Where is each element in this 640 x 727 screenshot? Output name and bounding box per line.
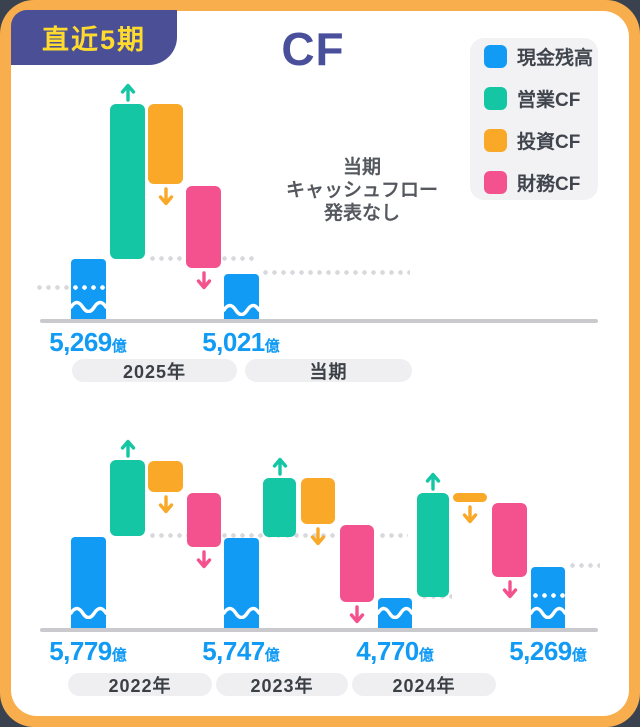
cash-value-number: 5,269 xyxy=(509,636,572,666)
cash-value-number: 5,747 xyxy=(202,636,265,666)
bar-break-wave-icon xyxy=(376,605,414,624)
financing-swatch-icon xyxy=(484,170,507,194)
bar-financing-2023 xyxy=(340,525,374,602)
dotted-level-line xyxy=(261,270,410,275)
cash-swatch-icon xyxy=(484,44,507,68)
down-arrow-icon xyxy=(196,271,212,295)
up-arrow-icon xyxy=(120,439,136,463)
legend-label: 財務CF xyxy=(517,173,581,195)
down-arrow-icon xyxy=(158,495,174,519)
bar-financing-2025 xyxy=(186,186,221,268)
bar-cash-2024 xyxy=(376,598,414,630)
down-arrow-icon xyxy=(462,505,478,529)
bar-financing-2022 xyxy=(187,493,221,547)
up-arrow-icon xyxy=(425,472,441,496)
bar-financing-2024 xyxy=(492,503,527,577)
up-arrow-icon xyxy=(272,457,288,481)
bar-break-wave-icon xyxy=(529,605,567,624)
legend-item-operating: 営業CF xyxy=(484,85,598,112)
dotted-level-line xyxy=(148,533,339,538)
bar-operating-2024 xyxy=(417,493,449,597)
period-pill: 2023年 xyxy=(216,673,348,696)
period-pill-label: 当期 xyxy=(309,361,348,382)
period-pill-label: 2022年 xyxy=(108,675,172,696)
bar-cash-2024-end xyxy=(529,567,567,630)
investing-swatch-icon xyxy=(484,128,507,152)
bar-cash-2022 xyxy=(69,537,108,630)
dotted-level-line xyxy=(35,285,70,290)
bar-investing-2024 xyxy=(453,493,487,502)
cash-value-number: 5,269 xyxy=(49,327,112,357)
period-pill: 2024年 xyxy=(352,673,496,696)
bar-break-wave-icon xyxy=(69,299,108,318)
cash-value-unit: 億 xyxy=(418,647,434,664)
bar-break-wave-icon xyxy=(69,605,108,624)
cash-value-label: 5,269億 xyxy=(23,327,153,358)
bar-cash-current xyxy=(222,274,261,321)
annotation-line-3: 発表なし xyxy=(323,203,400,224)
recent-periods-badge-label: 直近5期 xyxy=(41,25,147,55)
bar-operating-2023 xyxy=(263,478,296,537)
dotted-level-line-inside-bar xyxy=(531,593,565,598)
bar-investing-2025 xyxy=(148,104,183,184)
bar-break-wave-icon xyxy=(222,302,261,321)
period-pill-label: 2024年 xyxy=(392,675,456,696)
cash-value-number: 5,021 xyxy=(202,327,265,357)
bar-investing-2022 xyxy=(148,461,183,492)
dotted-level-line-inside-bar xyxy=(71,285,106,290)
period-pill: 当期 xyxy=(245,359,412,382)
cash-value-unit: 億 xyxy=(111,338,127,355)
cash-value-number: 4,770 xyxy=(356,636,419,666)
legend-item-cash: 現金残高 xyxy=(484,43,598,70)
operating-swatch-icon xyxy=(484,86,507,110)
cash-value-label: 5,747億 xyxy=(176,636,306,667)
bar-cash-2023 xyxy=(222,538,261,630)
bar-operating-2022 xyxy=(110,460,145,536)
bar-operating-2025 xyxy=(110,104,145,259)
legend-item-financing: 財務CF xyxy=(484,169,598,196)
down-arrow-icon xyxy=(196,550,212,574)
cash-value-label: 4,770億 xyxy=(330,636,460,667)
down-arrow-icon xyxy=(349,605,365,629)
down-arrow-icon xyxy=(502,580,518,604)
legend-label: 営業CF xyxy=(517,89,581,111)
cash-value-unit: 億 xyxy=(264,647,280,664)
legend-item-investing: 投資CF xyxy=(484,127,598,154)
cash-value-unit: 億 xyxy=(571,647,587,664)
dotted-level-line xyxy=(568,563,600,568)
annotation-line-2: キャッシュフロー xyxy=(285,180,438,201)
cash-value-unit: 億 xyxy=(111,647,127,664)
annotation-line-1: 当期 xyxy=(342,157,381,178)
cash-value-label: 5,269億 xyxy=(483,636,613,667)
dotted-level-line xyxy=(378,533,408,538)
cash-value-unit: 億 xyxy=(264,338,280,355)
bar-cash-2025 xyxy=(69,259,108,321)
no-cashflow-annotation: 当期 キャッシュフロー 発表なし xyxy=(272,156,452,225)
period-pill: 2025年 xyxy=(72,359,237,382)
period-pill: 2022年 xyxy=(68,673,212,696)
legend: 現金残高営業CF 投資CF 財務CF xyxy=(470,38,598,200)
down-arrow-icon xyxy=(310,527,326,551)
bar-investing-2023 xyxy=(301,478,335,524)
recent-periods-badge: 直近5期 xyxy=(11,10,177,65)
chart-baseline xyxy=(40,628,598,632)
chart-baseline xyxy=(40,319,598,323)
cash-value-label: 5,779億 xyxy=(23,636,153,667)
cash-value-number: 5,779 xyxy=(49,636,112,666)
down-arrow-icon xyxy=(158,187,174,211)
period-pill-label: 2023年 xyxy=(250,675,314,696)
bar-break-wave-icon xyxy=(222,605,261,624)
legend-label: 現金残高 xyxy=(517,47,594,69)
page-title: CF xyxy=(281,23,345,75)
cash-value-label: 5,021億 xyxy=(176,327,306,358)
legend-label: 投資CF xyxy=(517,131,581,153)
up-arrow-icon xyxy=(120,83,136,107)
period-pill-label: 2025年 xyxy=(122,361,187,382)
